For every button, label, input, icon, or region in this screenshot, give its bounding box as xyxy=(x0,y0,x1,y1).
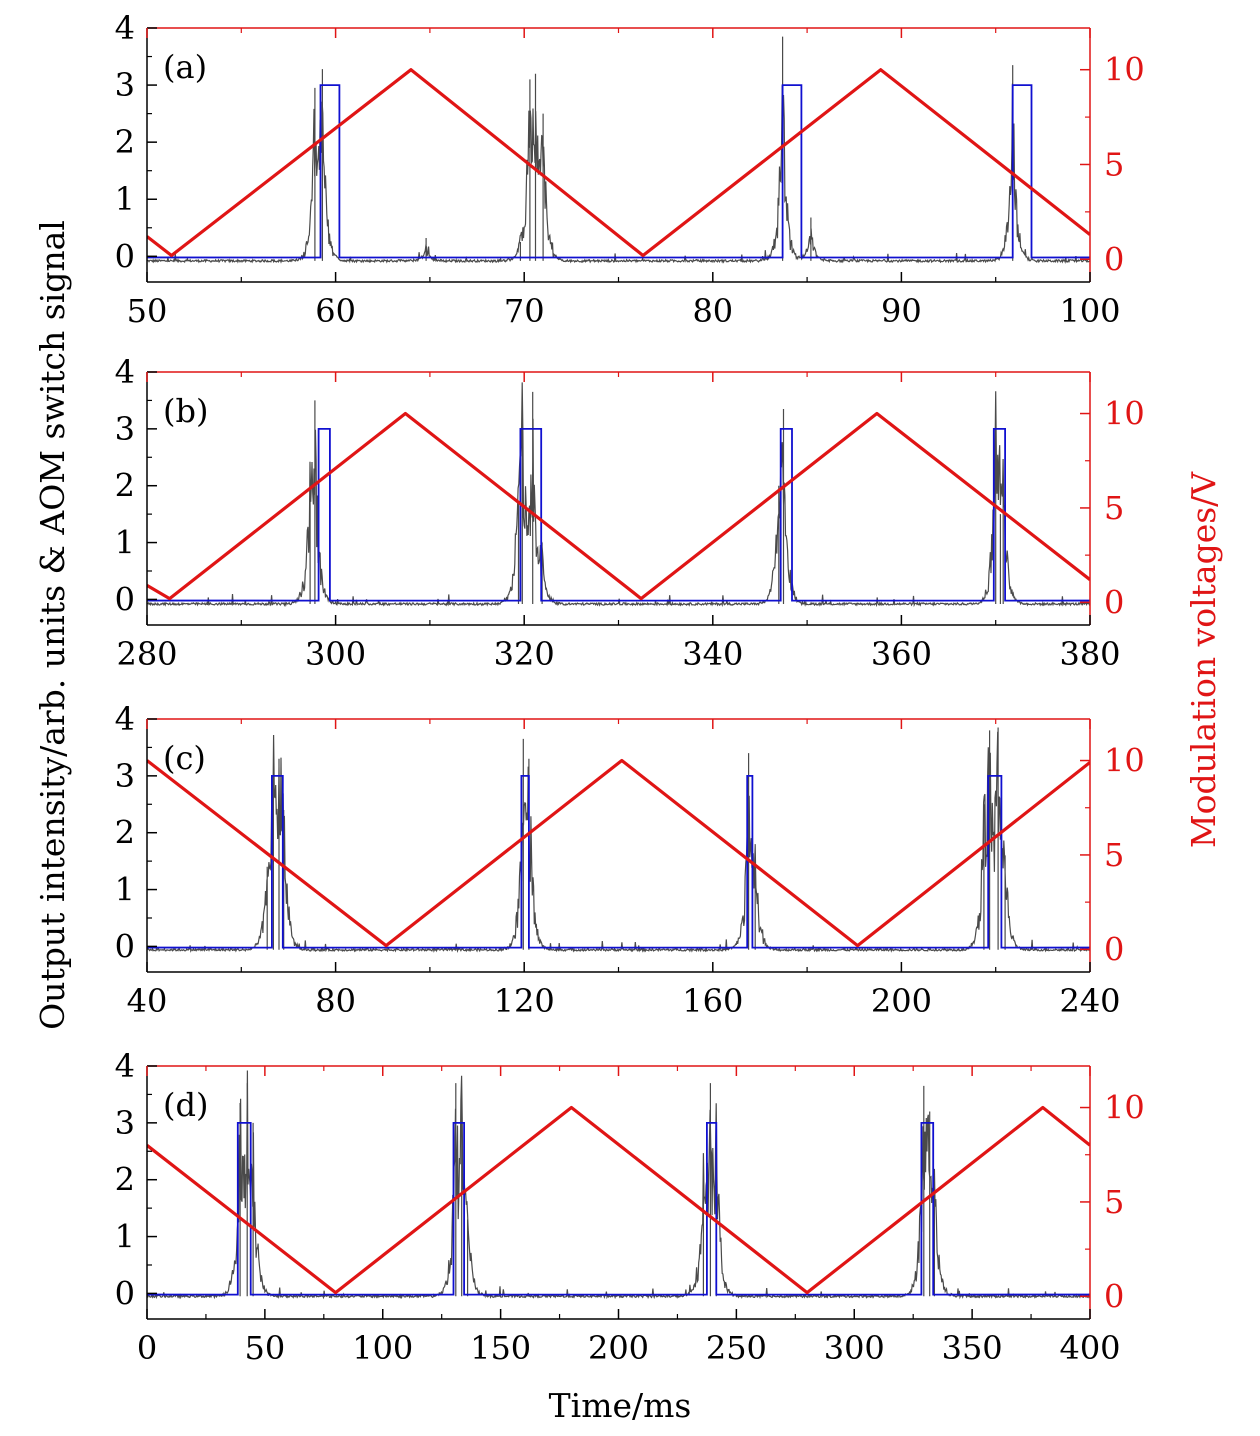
plot-area xyxy=(147,36,1090,264)
y-tick-label-right: 10 xyxy=(1104,395,1145,433)
y-tick-label-right: 0 xyxy=(1104,240,1124,278)
y-tick-label-left: 1 xyxy=(115,1218,135,1256)
x-axis-title: Time/ms xyxy=(549,1386,692,1425)
y-tick-label-right: 0 xyxy=(1104,1277,1124,1315)
y-tick-label-left: 1 xyxy=(115,524,135,562)
y-tick-label-left: 4 xyxy=(115,1047,135,1085)
x-tick-label: 160 xyxy=(682,982,743,1020)
y-tick-label-right: 5 xyxy=(1104,489,1124,527)
y-tick-label-left: 4 xyxy=(115,700,135,738)
x-tick-label: 60 xyxy=(315,292,356,330)
panel-label: (c) xyxy=(163,739,206,777)
x-tick-label: 320 xyxy=(494,635,555,673)
x-tick-label: 200 xyxy=(588,1329,649,1367)
y-tick-label-left: 1 xyxy=(115,180,135,218)
y-tick-label-left: 2 xyxy=(115,467,135,505)
y-tick-label-right: 5 xyxy=(1104,145,1124,183)
y-tick-label-left: 3 xyxy=(115,757,135,795)
y-tick-label-left: 2 xyxy=(115,814,135,852)
plot-area xyxy=(147,382,1090,608)
x-tick-label: 50 xyxy=(245,1329,286,1367)
modulation-ramp xyxy=(147,68,1090,258)
x-tick-label: 90 xyxy=(881,292,922,330)
x-tick-label: 50 xyxy=(127,292,168,330)
x-tick-label: 360 xyxy=(871,635,932,673)
aom-switch-signal xyxy=(147,775,1090,949)
y-tick-label-left: 4 xyxy=(115,9,135,47)
x-tick-label: 350 xyxy=(942,1329,1003,1367)
y-tick-label-left: 3 xyxy=(115,410,135,448)
modulation-ramp xyxy=(147,758,1090,948)
x-tick-label: 0 xyxy=(137,1329,157,1367)
y-tick-label-left: 0 xyxy=(115,580,135,618)
x-tick-label: 80 xyxy=(692,292,733,330)
y-axis-title-right: Modulation voltages/V xyxy=(1184,471,1223,848)
x-tick-label: 40 xyxy=(127,982,168,1020)
aom-switch-signal xyxy=(147,1122,1090,1296)
y-tick-label-right: 5 xyxy=(1104,1183,1124,1221)
y-tick-label-left: 0 xyxy=(115,1274,135,1312)
x-tick-label: 200 xyxy=(871,982,932,1020)
x-tick-label: 100 xyxy=(352,1329,413,1367)
y-tick-label-right: 10 xyxy=(1104,742,1145,780)
y-tick-label-left: 2 xyxy=(115,1161,135,1199)
intensity-trace xyxy=(147,36,1090,264)
panel-a: 0 1 2 3 4 0 5 10 50 60 70 80 90 100 (a) xyxy=(115,9,1145,330)
y-tick-label-left: 1 xyxy=(115,871,135,909)
panel-label: (d) xyxy=(163,1086,208,1124)
panel-label: (a) xyxy=(163,48,207,86)
x-tick-label: 70 xyxy=(504,292,545,330)
y-tick-label-right: 10 xyxy=(1104,1089,1145,1127)
y-tick-label-right: 10 xyxy=(1104,51,1145,89)
intensity-trace xyxy=(147,382,1090,608)
aom-switch-signal xyxy=(147,84,1090,259)
x-tick-label: 400 xyxy=(1059,1329,1120,1367)
y-tick-label-left: 0 xyxy=(115,927,135,965)
x-tick-label: 280 xyxy=(116,635,177,673)
plot-area xyxy=(147,727,1090,954)
x-tick-label: 150 xyxy=(470,1329,531,1367)
x-tick-label: 240 xyxy=(1059,982,1120,1020)
x-tick-label: 300 xyxy=(305,635,366,673)
x-tick-label: 250 xyxy=(706,1329,767,1367)
x-tick-label: 120 xyxy=(494,982,555,1020)
plot-area xyxy=(147,1070,1090,1300)
intensity-trace xyxy=(147,1070,1090,1300)
y-axis-title-left: Output intensity/arb. units & AOM switch… xyxy=(33,220,72,1030)
y-tick-label-left: 4 xyxy=(115,353,135,391)
aom-switch-signal xyxy=(147,428,1090,602)
x-tick-label: 300 xyxy=(824,1329,885,1367)
modulation-ramp xyxy=(147,1105,1090,1295)
x-tick-label: 80 xyxy=(315,982,356,1020)
x-tick-label: 380 xyxy=(1059,635,1120,673)
x-tick-label: 340 xyxy=(682,635,743,673)
intensity-trace xyxy=(147,727,1090,954)
y-tick-label-right: 0 xyxy=(1104,583,1124,621)
modulation-ramp xyxy=(147,411,1090,601)
y-tick-label-right: 0 xyxy=(1104,930,1124,968)
y-tick-label-left: 3 xyxy=(115,1104,135,1142)
y-tick-label-left: 2 xyxy=(115,123,135,161)
y-tick-label-left: 3 xyxy=(115,66,135,104)
panel-label: (b) xyxy=(163,392,208,430)
y-tick-label-right: 5 xyxy=(1104,836,1124,874)
y-tick-label-left: 0 xyxy=(115,237,135,275)
x-tick-label: 100 xyxy=(1059,292,1120,330)
